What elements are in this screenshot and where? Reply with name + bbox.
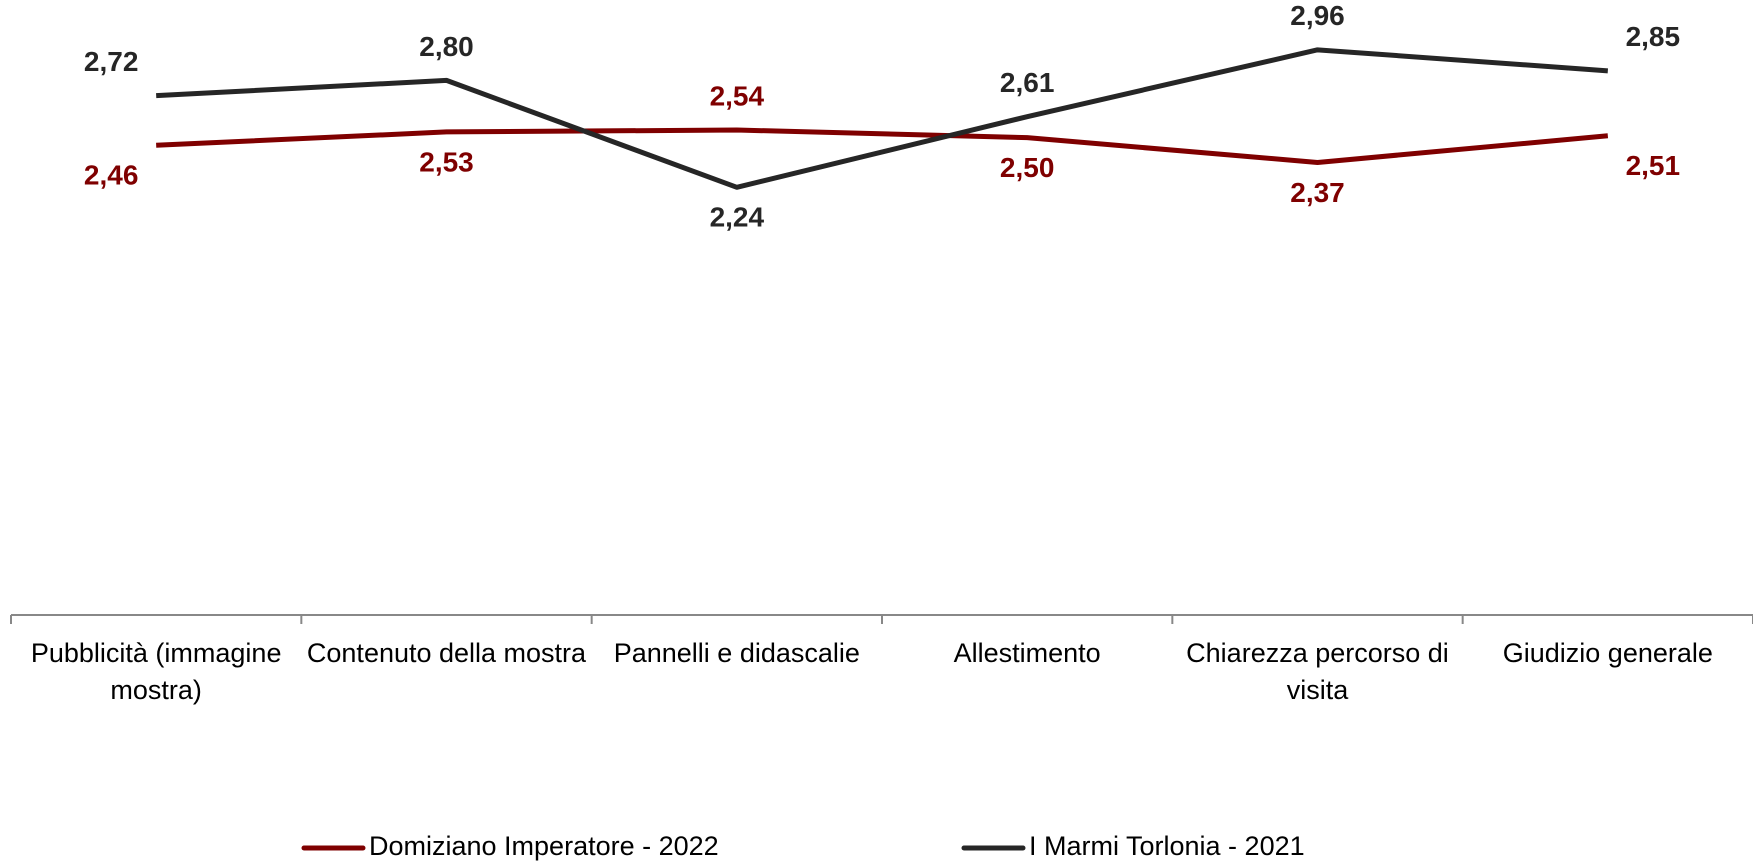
data-label: 2,96: [1290, 0, 1345, 31]
data-label: 2,53: [419, 146, 474, 177]
data-label: 2,85: [1626, 21, 1681, 52]
x-tick-label: Contenuto della mostra: [306, 638, 587, 668]
data-label: 2,46: [84, 160, 139, 191]
data-label: 2,80: [419, 31, 474, 62]
x-tick-label: Pubblicità (immagine mostra): [30, 638, 282, 705]
data-label: 2,24: [710, 202, 765, 233]
x-tick-label: Giudizio generale: [1502, 638, 1713, 668]
legend-label: Domiziano Imperatore - 2022: [369, 831, 719, 861]
data-label: 2,54: [710, 80, 765, 111]
x-tick-label: Chiarezza percorso di visita: [1186, 638, 1449, 705]
line: [156, 47, 1609, 190]
x-tick-label: Pannelli e didascalie: [613, 638, 860, 668]
x-tick-label: Allestimento: [953, 638, 1101, 668]
data-label: 2,51: [1626, 150, 1681, 181]
legend-label: I Marmi Torlonia - 2021: [1029, 831, 1305, 861]
data-label: 2,37: [1290, 177, 1345, 208]
data-label: 2,50: [1000, 152, 1055, 183]
data-label: 2,61: [1000, 67, 1055, 98]
line: [156, 127, 1609, 165]
data-label: 2,72: [84, 46, 139, 77]
